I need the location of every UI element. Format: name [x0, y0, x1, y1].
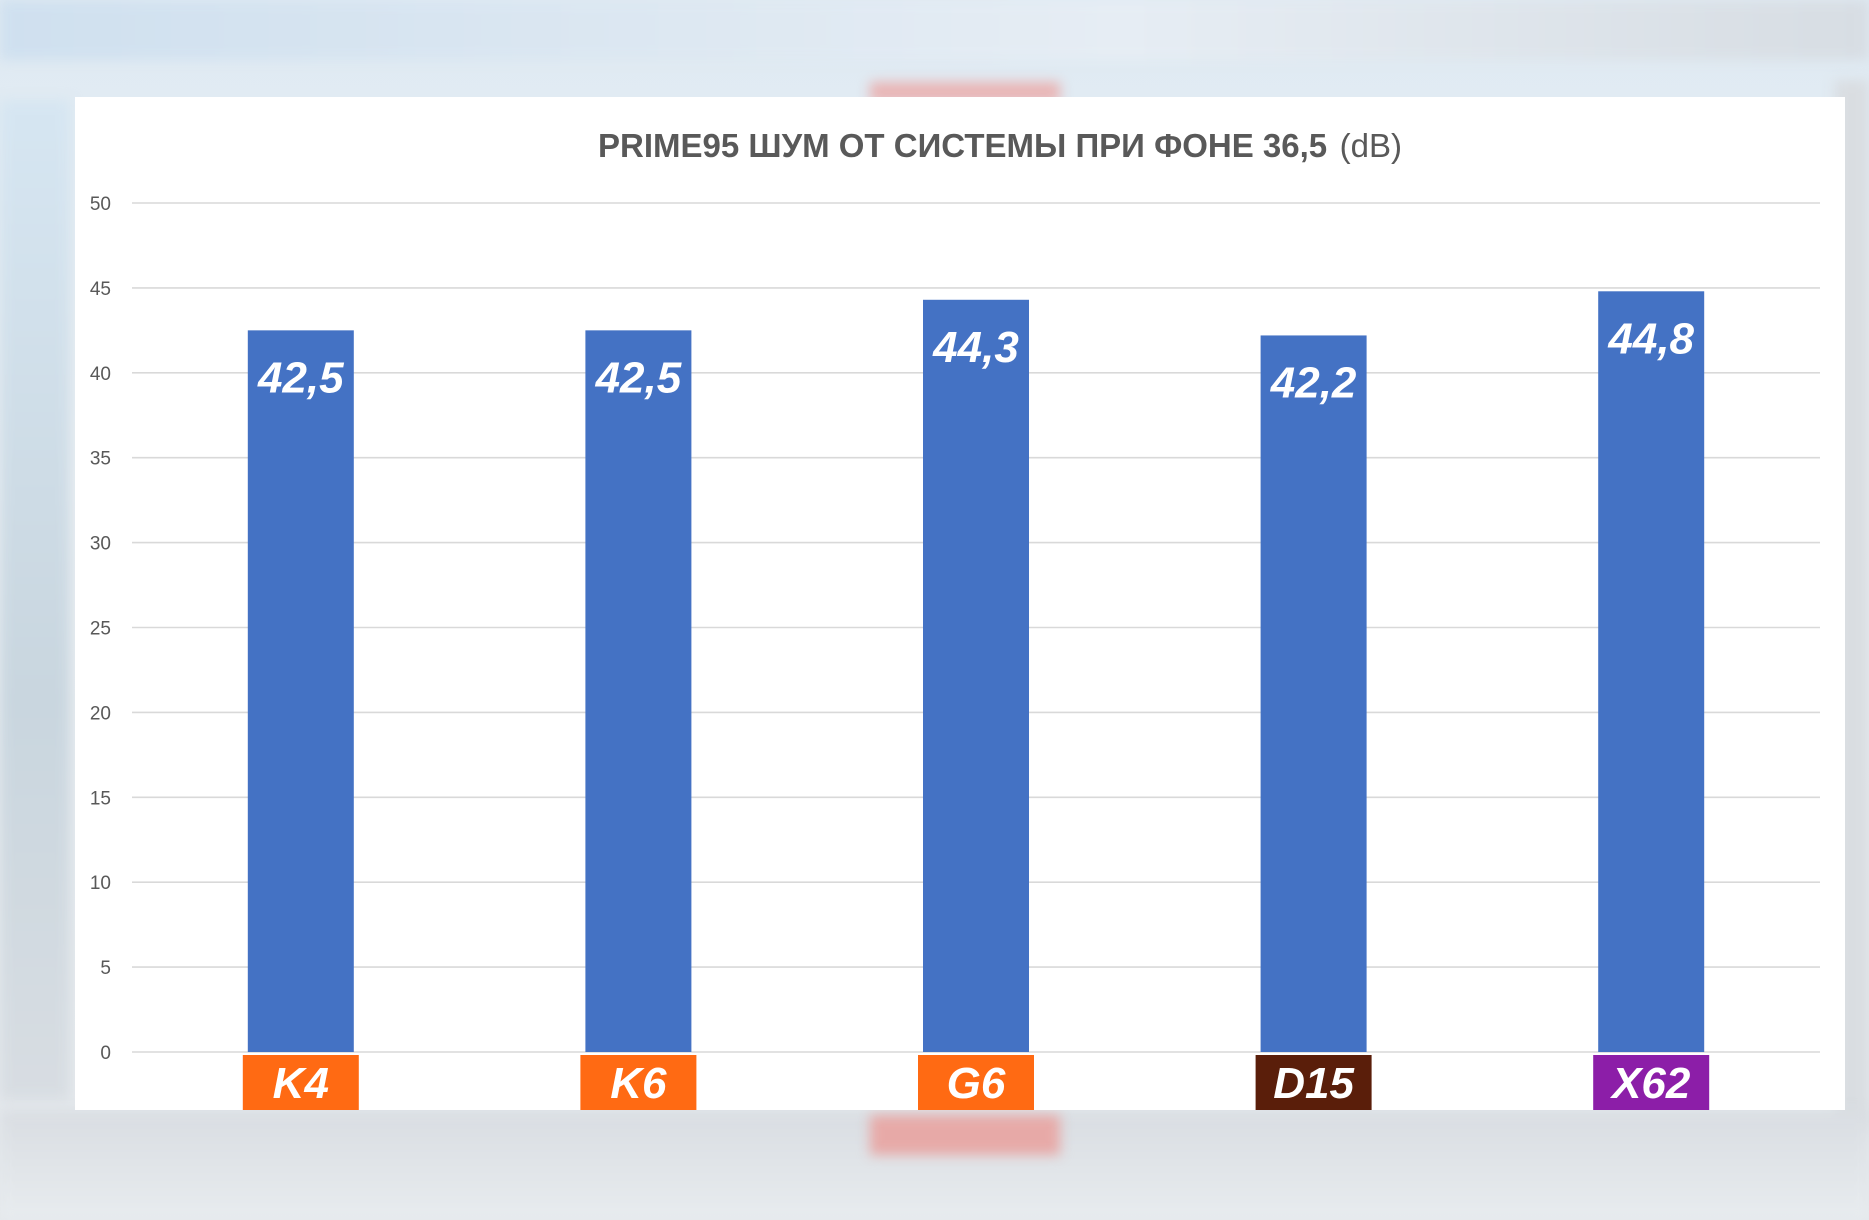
y-tick-label: 40 — [90, 364, 111, 385]
category-label-X62: X62 — [1609, 1059, 1691, 1108]
chart-title-unit: (dB) — [1340, 127, 1402, 164]
y-tick-label: 25 — [90, 619, 111, 640]
category-label-D15: D15 — [1273, 1059, 1354, 1108]
y-tick-label: 50 — [90, 194, 111, 215]
bar-chart: PRIME95 ШУМ ОТ СИСТЕМЫ ПРИ ФОНЕ 36,5 (dB… — [90, 127, 1820, 1110]
chart-panel: PRIME95 ШУМ ОТ СИСТЕМЫ ПРИ ФОНЕ 36,5 (dB… — [75, 97, 1845, 1110]
category-badge-K4 — [242, 1055, 359, 1110]
y-tick-label: 35 — [90, 449, 111, 470]
category-badge-K6 — [580, 1055, 697, 1110]
data-label-X62: 44,8 — [1607, 314, 1694, 363]
chart-title-text: PRIME95 ШУМ ОТ СИСТЕМЫ ПРИ ФОНЕ 36,5 — [598, 127, 1327, 164]
bar-X62 — [1598, 291, 1705, 1052]
bar-G6 — [923, 299, 1029, 1052]
bars: 42,5 42,5 44,3 42,2 44,8 — [247, 291, 1705, 1053]
y-tick-label: 30 — [90, 534, 111, 555]
y-tick-label: 5 — [100, 958, 111, 979]
data-label-K6: 42,5 — [595, 353, 682, 402]
y-axis-ticks: 0 5 10 15 20 25 30 35 40 45 50 — [90, 194, 111, 1064]
y-tick-label: 20 — [90, 703, 111, 724]
data-label-G6: 44,3 — [932, 323, 1019, 372]
bar-K6 — [585, 330, 692, 1053]
background-desktop-left — [0, 100, 70, 1100]
background-blur-accent-bottom — [870, 1115, 1060, 1155]
category-badge-G6 — [918, 1055, 1034, 1110]
y-tick-label: 15 — [90, 788, 111, 809]
bar-K4 — [247, 330, 354, 1053]
chart-title: PRIME95 ШУМ ОТ СИСТЕМЫ ПРИ ФОНЕ 36,5 (dB… — [598, 127, 1402, 164]
category-labels: K4 K6 G6 D15 X62 — [242, 1055, 1710, 1110]
y-tick-label: 0 — [100, 1043, 111, 1064]
background-desktop-top — [0, 0, 1869, 60]
y-tick-label: 10 — [90, 873, 111, 894]
category-label-K4: K4 — [273, 1059, 329, 1108]
data-label-K4: 42,5 — [257, 353, 344, 402]
category-label-K6: K6 — [610, 1059, 667, 1108]
bar-D15 — [1260, 335, 1367, 1053]
data-label-D15: 42,2 — [1270, 358, 1357, 407]
category-badge-X62 — [1593, 1055, 1710, 1110]
category-badge-D15 — [1255, 1055, 1372, 1110]
category-label-G6: G6 — [947, 1059, 1006, 1108]
y-tick-label: 45 — [90, 279, 111, 300]
